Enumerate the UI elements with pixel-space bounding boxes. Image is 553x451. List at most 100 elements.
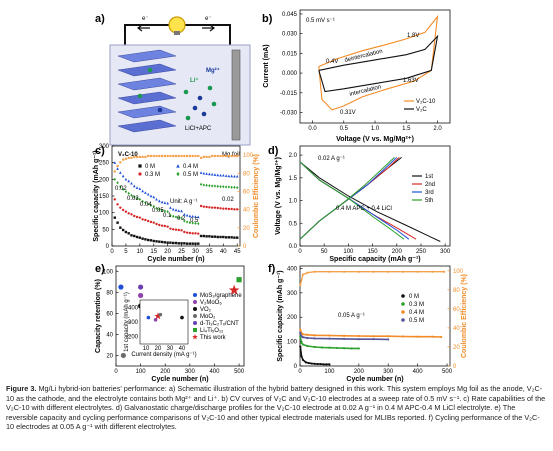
panel-f-point <box>335 346 338 350</box>
panel-d-legend-entry: 5th <box>425 198 433 204</box>
panel-c-point <box>188 214 192 218</box>
panel-c-point <box>138 216 142 219</box>
panel-c-point <box>230 185 233 189</box>
panel-f-y2label: Coulombic Efficiency (%) <box>461 274 468 358</box>
panel-c-point <box>227 207 231 211</box>
panel-f-point <box>343 337 346 341</box>
panel-c-point <box>202 205 206 208</box>
panel-e-legend-entry: V₂MoO₆ <box>200 300 222 306</box>
panel-c-point <box>130 156 133 159</box>
panel-c-point <box>121 228 125 232</box>
panel-c-y-tick-label: 300 <box>99 144 110 150</box>
panel-f-point <box>306 344 309 348</box>
panel-c-x-tick-label: 10 <box>136 249 143 255</box>
panel-c-point <box>194 242 197 245</box>
ion-dot <box>197 95 203 101</box>
panel-d-letter: d) <box>268 145 279 157</box>
panel-c-point <box>163 224 167 228</box>
panel-c-point <box>211 154 214 158</box>
panel-c-point <box>138 236 142 239</box>
panel-c-point <box>133 195 136 199</box>
panel-c-rate-label: 0.5 <box>190 218 199 224</box>
panel-c-rate-label: 0.1 <box>163 213 172 219</box>
panel-c-point <box>138 187 142 190</box>
cathode-layer <box>117 91 177 105</box>
panel-c-point <box>180 154 183 158</box>
panel-c-point <box>158 207 161 211</box>
panel-c-point <box>219 173 222 177</box>
panel-c-point <box>188 154 192 158</box>
panel-f-point <box>301 336 305 339</box>
panel-c-point <box>169 227 172 230</box>
panel-e-legend-entry: VO₂ <box>200 307 212 313</box>
panel-c-point <box>210 184 214 188</box>
panel-c-rate-label: 0.05 <box>152 208 164 214</box>
panel-c-point <box>213 173 217 176</box>
panel-f-point <box>443 270 446 273</box>
panel-b-peak-163: 1.63V <box>403 78 419 84</box>
electrolyte-label: LiCl+APC <box>185 126 212 132</box>
panel-c-point <box>155 154 158 158</box>
panel-d-x-tick-label: 250 <box>416 249 427 255</box>
panel-b-series-0 <box>318 14 439 111</box>
panel-e-inset-xtick: 30 <box>167 346 174 352</box>
panel-c-point <box>135 155 139 159</box>
panel-c-point <box>127 156 130 159</box>
panel-b-peak-18: 1.8V <box>407 33 419 39</box>
panel-f-point <box>319 362 322 366</box>
panel-c-point <box>135 215 139 219</box>
panel-c-y2-tick-label: 60 <box>243 189 250 195</box>
panel-c-point <box>205 172 208 175</box>
panel-c-point <box>216 173 220 177</box>
panel-c-point <box>146 219 150 223</box>
panel-c-point <box>172 214 175 218</box>
panel-c-point <box>227 185 231 189</box>
panel-a-schematic: a) e⁻ e⁻ Li⁺ Mg²⁺ V₂C-10 LiCl+APC Mg foi… <box>95 13 251 158</box>
panel-f-y-tick-label: 300 <box>287 291 298 297</box>
panel-c-point <box>146 238 150 242</box>
panel-c-point <box>208 235 211 238</box>
panel-b-legend: V₂C-10 V₂C <box>404 99 436 113</box>
panel-c-point <box>216 184 219 188</box>
figure-caption: Figure 3. Mg/Li hybrid-ion batteries' pe… <box>6 384 547 432</box>
panel-c-rate-label: 0.04 <box>140 202 152 208</box>
li-ion-label: Li⁺ <box>190 77 199 84</box>
panel-c-y-tick-label: 200 <box>99 177 110 183</box>
panel-c-point <box>127 212 130 215</box>
panel-e-x-tick-label: 300 <box>185 369 196 375</box>
panel-b-x-tick-label: 1.0 <box>371 126 380 132</box>
panel-c-xlabel: Cycle number (n) <box>147 256 204 263</box>
caption-text: Mg/Li hybrid-ion batteries' performance:… <box>6 384 546 432</box>
panel-f-point <box>431 270 434 273</box>
panel-d-legend-entry: 1st <box>425 174 433 180</box>
panel-c-point <box>227 154 230 158</box>
panel-c-x-tick-label: 15 <box>150 249 157 255</box>
panel-f-point <box>350 347 353 350</box>
panel-e-comparison-chart: e) 0 100 200 300 400 500 20 40 60 80 100 10 20 30 40 2… <box>95 263 245 383</box>
panel-e-legend-marker <box>193 307 197 311</box>
panel-b-letter: b) <box>262 13 273 25</box>
panel-c-point <box>119 171 122 174</box>
panel-f-frame <box>299 265 451 367</box>
panel-e-point <box>228 284 240 295</box>
panel-e-y-tick-label: 80 <box>106 290 113 296</box>
panel-c-point <box>208 206 211 209</box>
panel-c-point <box>177 154 180 158</box>
panel-c-point <box>147 154 150 158</box>
panel-b-y-tick-label: 0.000 <box>282 71 298 77</box>
mg-ion-label: Mg²⁺ <box>206 67 220 74</box>
panel-b-y-tick-label: -0.015 <box>280 91 298 97</box>
ion-dot <box>185 115 191 121</box>
panel-c-point <box>205 183 208 187</box>
panel-c-point <box>210 206 214 209</box>
panel-f-y-tick-label: 400 <box>287 266 298 272</box>
panel-c-point <box>169 154 172 158</box>
panel-f-point <box>328 363 331 366</box>
panel-c-y-tick-label: 50 <box>102 227 109 233</box>
panel-f-point <box>401 335 405 338</box>
panel-e-inset-point <box>158 312 163 317</box>
panel-c-point <box>188 242 192 245</box>
panel-f-series-line <box>299 271 445 286</box>
panel-e-inset-ytick: 300 <box>128 320 139 326</box>
panel-f-legend-entry: 0.4 M <box>409 310 424 316</box>
